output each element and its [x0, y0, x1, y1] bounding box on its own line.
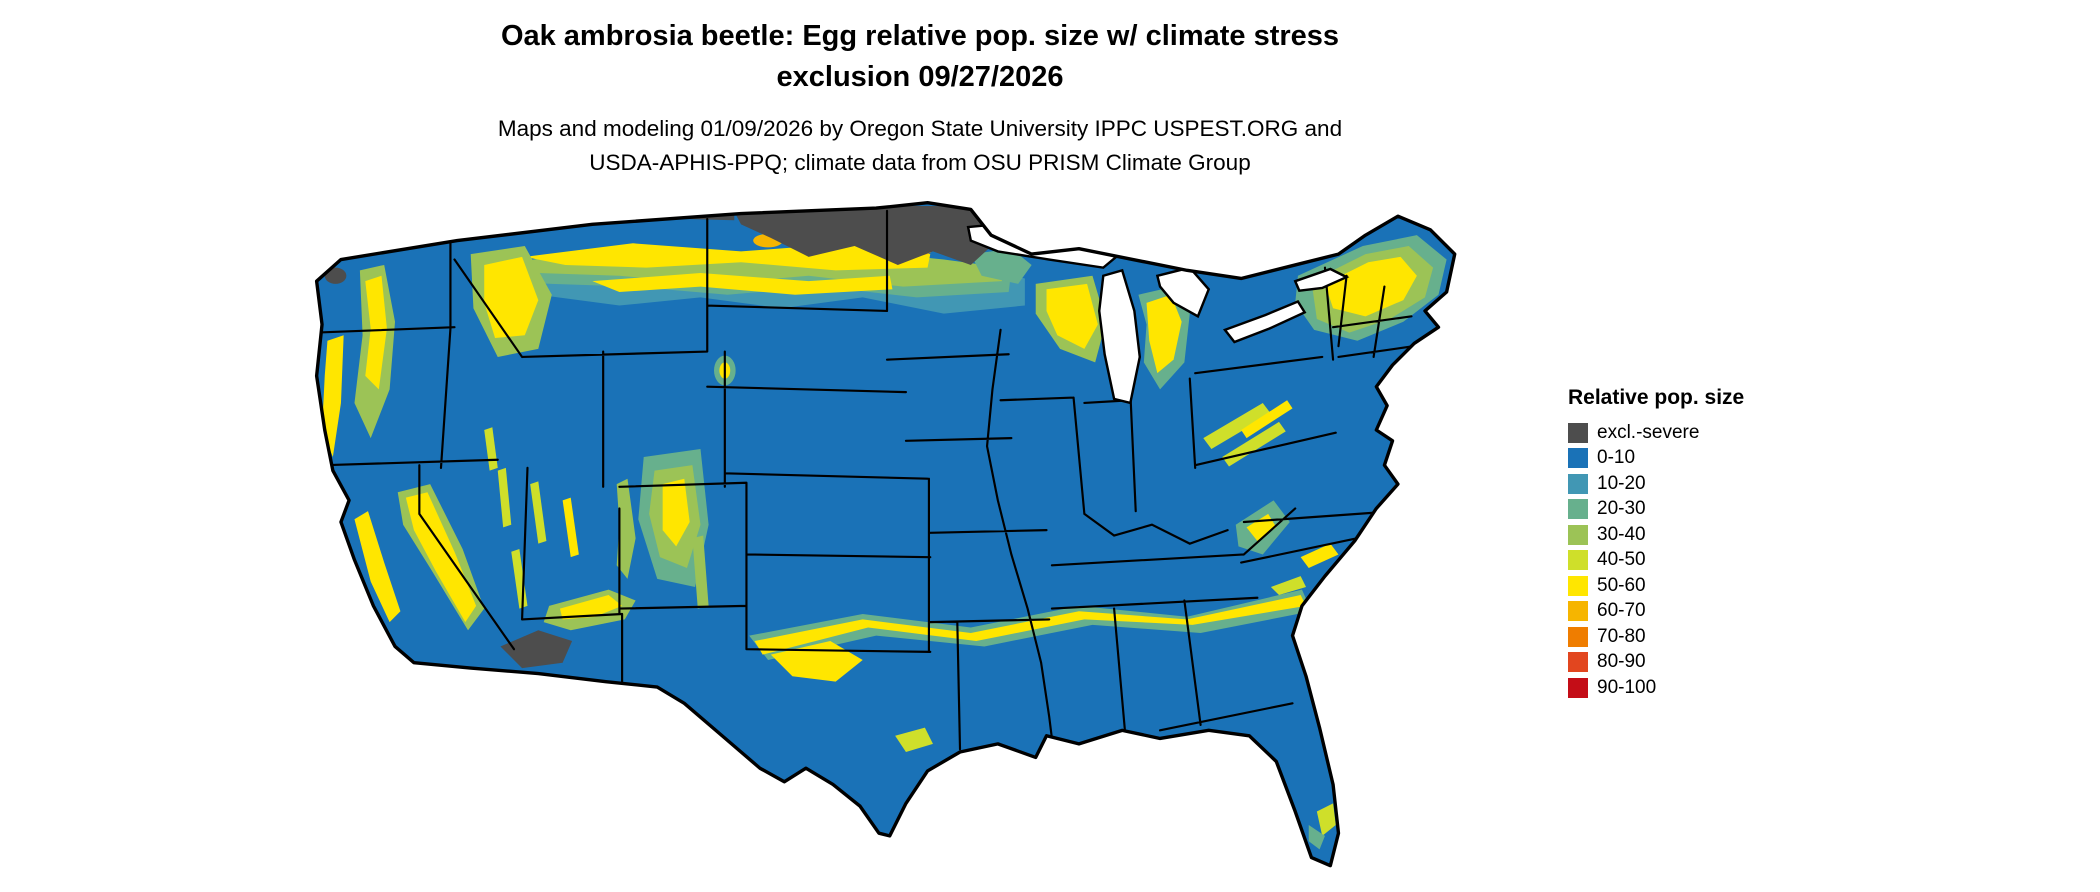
legend-item: 40-50 — [1568, 548, 1744, 574]
severity-raster-layer — [316, 204, 1447, 850]
lake-michigan — [1098, 268, 1142, 405]
legend-label: 30-40 — [1597, 523, 1646, 545]
legend-item: 30-40 — [1568, 522, 1744, 548]
legend-swatch — [1568, 499, 1588, 520]
legend-title: Relative pop. size — [1568, 386, 1745, 409]
attribution-line2: USDA-APHIS-PPQ; climate data from OSU PR… — [589, 149, 1251, 175]
legend-label: excl.-severe — [1597, 421, 1700, 443]
raster-patches-west — [322, 246, 736, 631]
legend-swatch — [1568, 626, 1588, 647]
legend-swatch — [1568, 473, 1588, 494]
legend-swatch — [1568, 550, 1588, 571]
legend-items: excl.-severe 0-10 10-20 20-30 30-40 40-5… — [1568, 420, 1744, 701]
attribution: Maps and modeling 01/09/2026 by Oregon S… — [0, 112, 1840, 179]
legend-label: 20-30 — [1597, 498, 1646, 520]
page-title-line2: exclusion 09/27/2026 — [776, 61, 1064, 94]
legend-swatch — [1568, 524, 1588, 545]
page-title-line1: Oak ambrosia beetle: Egg relative pop. s… — [500, 20, 1340, 52]
raster-patches-east — [1203, 235, 1447, 596]
raster-patches-midwest — [1035, 275, 1190, 390]
legend-swatch — [1568, 448, 1588, 469]
legend-item: 20-30 — [1568, 497, 1744, 523]
map-svg — [314, 201, 1457, 868]
us-choropleth-map — [295, 200, 1525, 890]
legend-swatch — [1568, 677, 1588, 698]
map-header: Oak ambrosia beetle: Egg relative pop. s… — [0, 16, 1840, 179]
legend-swatch — [1568, 652, 1588, 673]
legend-label: 90-100 — [1597, 676, 1657, 698]
legend-label: 60-70 — [1597, 600, 1646, 622]
legend-label: 0-10 — [1597, 447, 1636, 469]
lake-erie — [1222, 299, 1307, 344]
legend-swatch — [1568, 575, 1588, 596]
legend-swatch — [1568, 601, 1588, 622]
legend: Relative pop. size excl.-severe 0-10 10-… — [1568, 386, 1744, 701]
legend-item: excl.-severe — [1568, 420, 1744, 446]
legend-item: 0-10 — [1568, 446, 1744, 472]
attribution-line1: Maps and modeling 01/09/2026 by Oregon S… — [497, 116, 1343, 142]
legend-item: 60-70 — [1568, 599, 1744, 625]
legend-item: 90-100 — [1568, 675, 1744, 701]
legend-swatch — [1568, 422, 1588, 443]
legend-label: 80-90 — [1597, 651, 1646, 673]
legend-label: 40-50 — [1597, 549, 1646, 571]
lake-ontario — [1293, 267, 1350, 292]
legend-item: 80-90 — [1568, 650, 1744, 676]
legend-item: 50-60 — [1568, 573, 1744, 599]
legend-item: 10-20 — [1568, 471, 1744, 497]
legend-label: 10-20 — [1597, 472, 1646, 494]
legend-label: 50-60 — [1597, 574, 1646, 596]
legend-label: 70-80 — [1597, 625, 1646, 647]
state-borders-layer — [316, 209, 1416, 751]
legend-item: 70-80 — [1568, 624, 1744, 650]
